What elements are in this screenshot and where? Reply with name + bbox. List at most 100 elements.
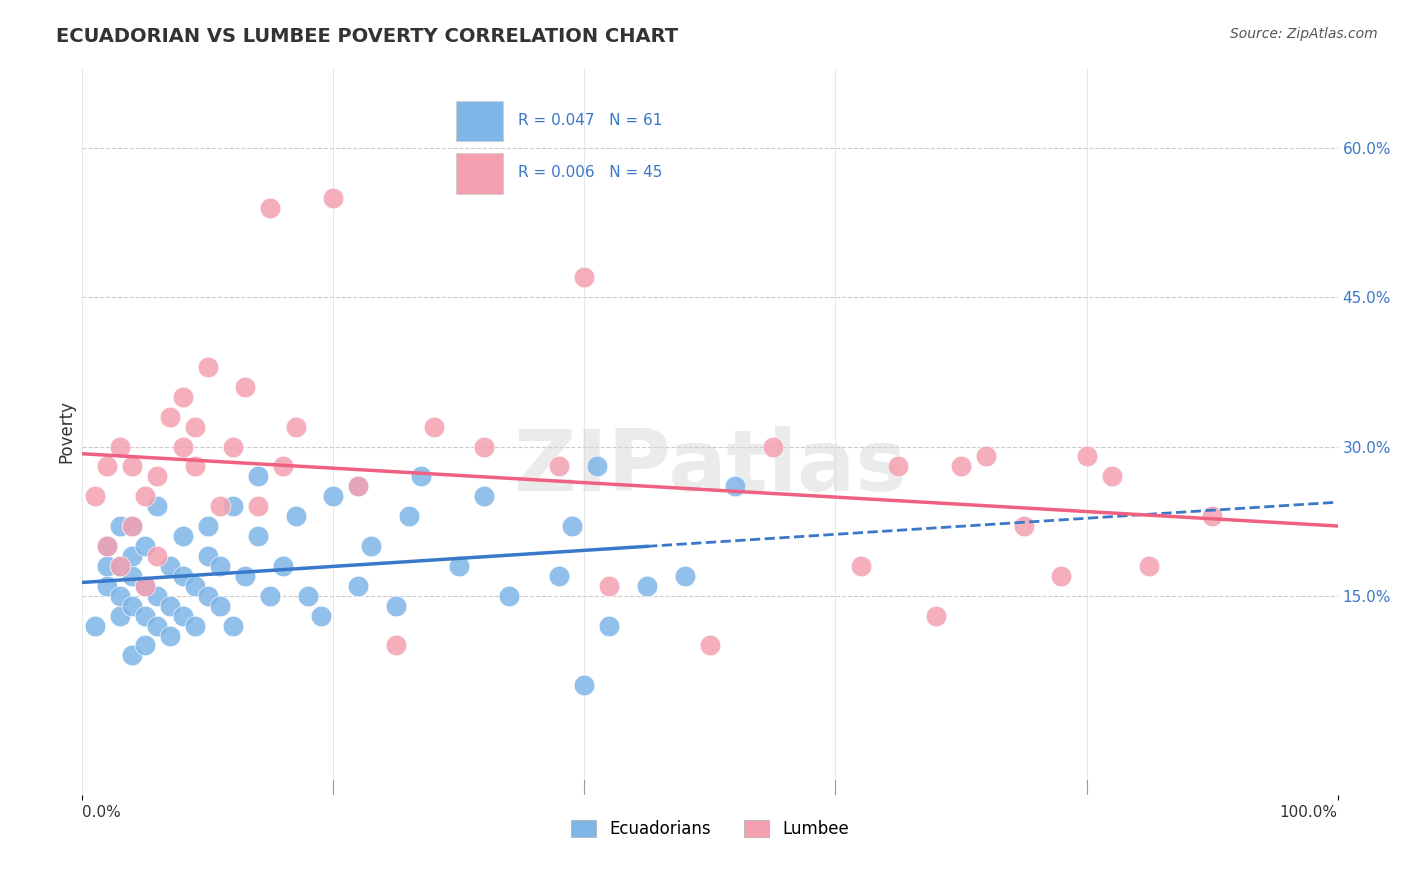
Point bbox=[574, 270, 596, 285]
Point bbox=[146, 589, 169, 603]
Point bbox=[259, 589, 281, 603]
Point bbox=[134, 539, 156, 553]
Point bbox=[385, 599, 408, 613]
Point bbox=[586, 459, 609, 474]
Point bbox=[246, 529, 269, 543]
Point bbox=[121, 648, 143, 663]
Point bbox=[121, 549, 143, 563]
Point bbox=[172, 440, 194, 454]
Point bbox=[925, 608, 948, 623]
Point bbox=[184, 459, 207, 474]
Point bbox=[1012, 519, 1035, 533]
Point bbox=[121, 569, 143, 583]
Point bbox=[246, 469, 269, 483]
Point bbox=[197, 589, 219, 603]
Point bbox=[974, 450, 997, 464]
Point bbox=[636, 579, 658, 593]
Point bbox=[1101, 469, 1123, 483]
Point bbox=[385, 639, 408, 653]
Text: 0.0%: 0.0% bbox=[82, 805, 121, 820]
Point bbox=[172, 390, 194, 404]
Point bbox=[134, 639, 156, 653]
Point bbox=[849, 558, 872, 573]
Point bbox=[108, 608, 131, 623]
Point bbox=[233, 569, 256, 583]
Point bbox=[598, 618, 620, 632]
Point bbox=[222, 500, 245, 514]
Point bbox=[548, 459, 571, 474]
Point bbox=[673, 569, 696, 583]
Point bbox=[184, 618, 207, 632]
Point bbox=[271, 459, 294, 474]
Point bbox=[598, 579, 620, 593]
Point bbox=[411, 469, 433, 483]
Point bbox=[233, 380, 256, 394]
Point bbox=[284, 419, 307, 434]
Point bbox=[134, 579, 156, 593]
Point bbox=[322, 489, 344, 503]
Point bbox=[1201, 509, 1223, 524]
Point bbox=[284, 509, 307, 524]
Text: R = 0.047   N = 61: R = 0.047 N = 61 bbox=[517, 113, 662, 128]
Point bbox=[246, 500, 269, 514]
Point bbox=[887, 459, 910, 474]
Point bbox=[96, 539, 118, 553]
Point bbox=[197, 359, 219, 374]
Point bbox=[108, 519, 131, 533]
Point bbox=[146, 469, 169, 483]
Point bbox=[222, 440, 245, 454]
FancyBboxPatch shape bbox=[456, 101, 502, 141]
Point bbox=[724, 479, 747, 493]
Point bbox=[548, 569, 571, 583]
Point bbox=[209, 500, 232, 514]
Text: ZIPatlas: ZIPatlas bbox=[513, 426, 907, 509]
Point bbox=[209, 558, 232, 573]
Point bbox=[447, 558, 470, 573]
Point bbox=[347, 479, 370, 493]
Point bbox=[184, 579, 207, 593]
Point bbox=[172, 608, 194, 623]
Point bbox=[347, 479, 370, 493]
Point bbox=[108, 589, 131, 603]
Point bbox=[134, 579, 156, 593]
Point bbox=[121, 519, 143, 533]
Point bbox=[561, 519, 583, 533]
Point bbox=[197, 549, 219, 563]
Point bbox=[96, 579, 118, 593]
Y-axis label: Poverty: Poverty bbox=[58, 401, 75, 463]
Point bbox=[360, 539, 382, 553]
Point bbox=[83, 489, 105, 503]
Point bbox=[96, 459, 118, 474]
Point bbox=[159, 628, 181, 642]
Point bbox=[949, 459, 972, 474]
Point bbox=[1050, 569, 1073, 583]
Point bbox=[422, 419, 444, 434]
Point bbox=[159, 599, 181, 613]
Point bbox=[1076, 450, 1098, 464]
Text: ECUADORIAN VS LUMBEE POVERTY CORRELATION CHART: ECUADORIAN VS LUMBEE POVERTY CORRELATION… bbox=[56, 27, 678, 45]
Text: 100.0%: 100.0% bbox=[1279, 805, 1337, 820]
Point bbox=[83, 618, 105, 632]
Point bbox=[271, 558, 294, 573]
Point bbox=[134, 608, 156, 623]
Point bbox=[96, 539, 118, 553]
Point bbox=[184, 419, 207, 434]
Point bbox=[259, 201, 281, 215]
Point bbox=[121, 519, 143, 533]
Point bbox=[146, 549, 169, 563]
Point bbox=[699, 639, 721, 653]
Point bbox=[134, 489, 156, 503]
Point bbox=[172, 529, 194, 543]
Point bbox=[222, 618, 245, 632]
Point bbox=[297, 589, 319, 603]
Point bbox=[347, 579, 370, 593]
Point bbox=[574, 678, 596, 692]
Point bbox=[108, 440, 131, 454]
Point bbox=[197, 519, 219, 533]
Point bbox=[121, 599, 143, 613]
Point bbox=[121, 459, 143, 474]
Point bbox=[172, 569, 194, 583]
Point bbox=[472, 489, 495, 503]
Point bbox=[498, 589, 520, 603]
Point bbox=[322, 191, 344, 205]
